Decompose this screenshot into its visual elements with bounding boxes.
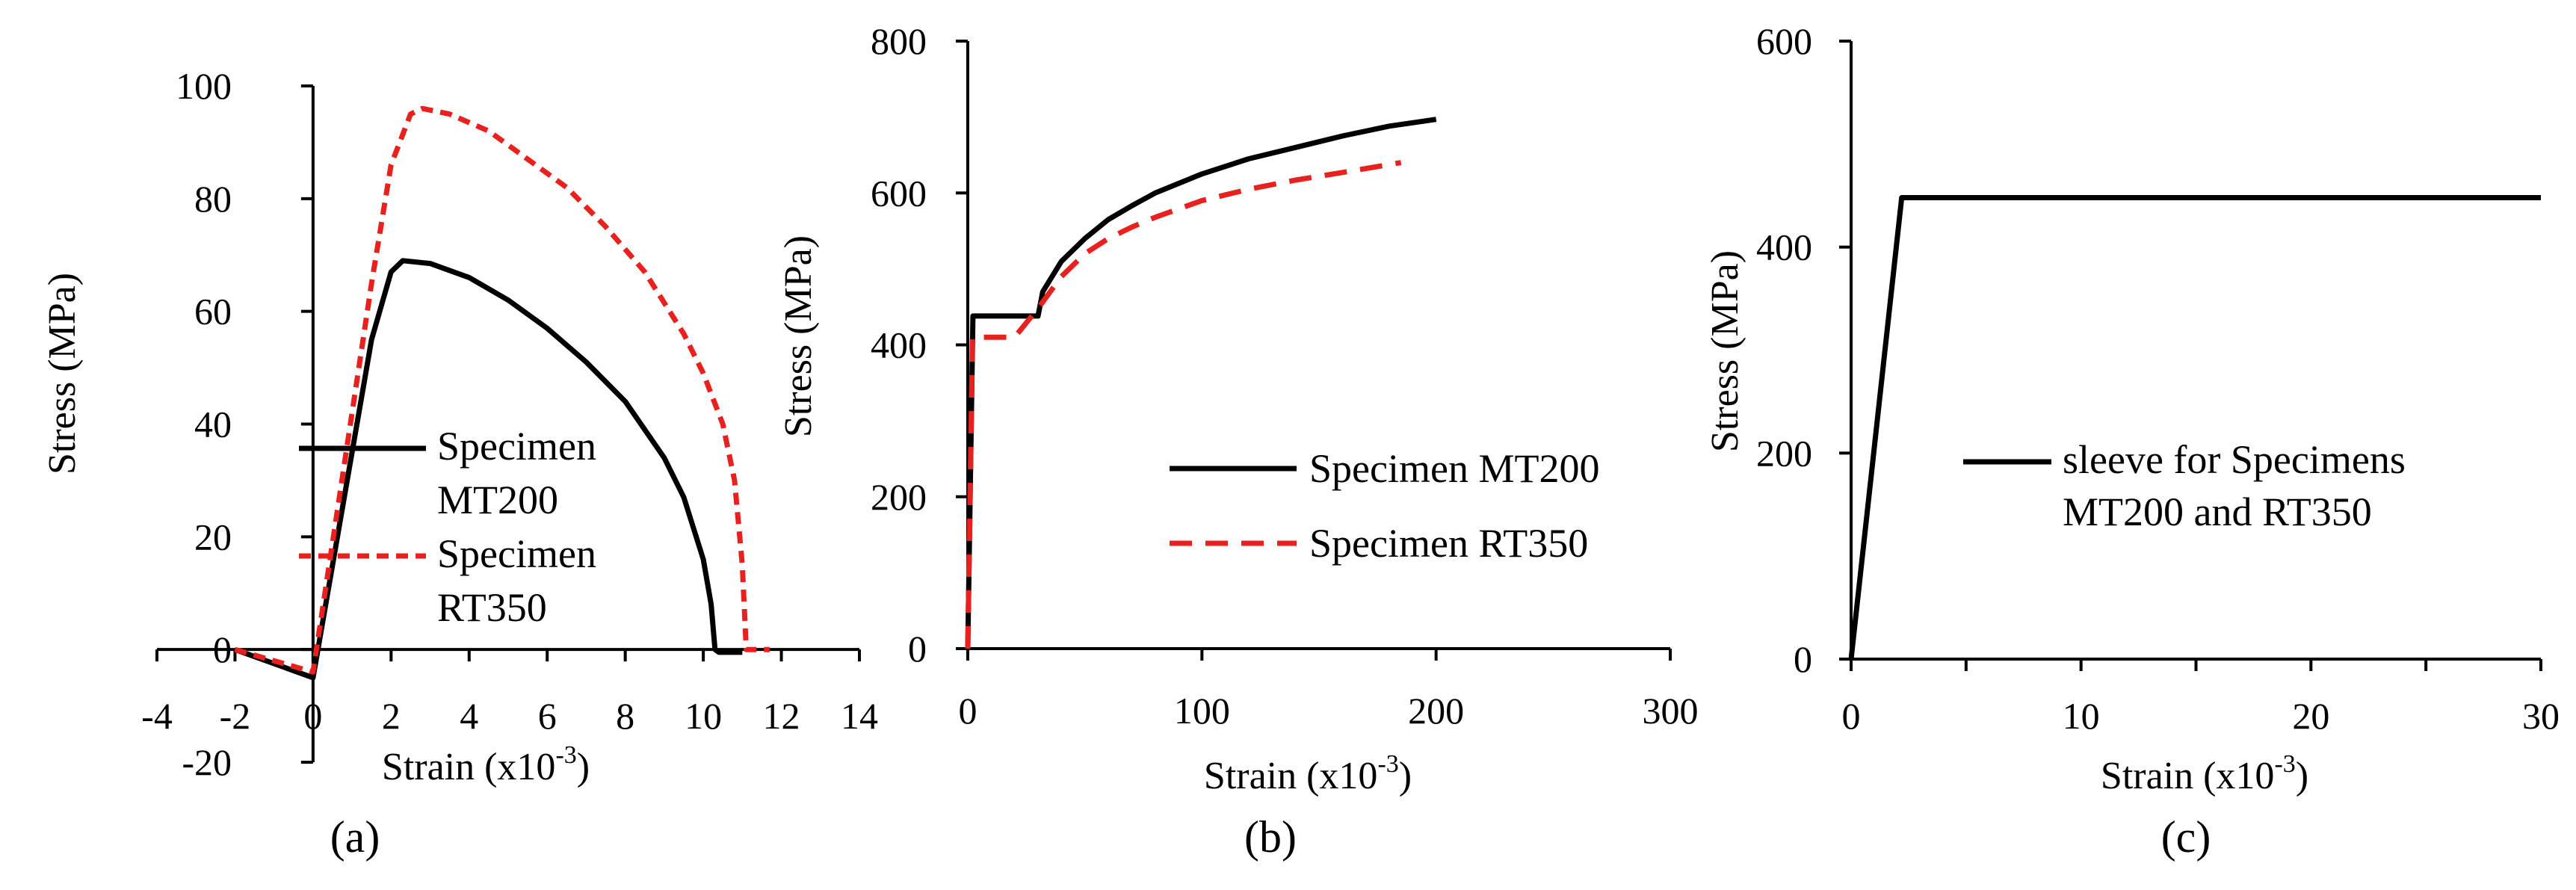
panel-c-chart: 0 10 20 30 0 200 400 600 Stress (MPa) Strain (x10… (1704, 20, 2560, 862)
x-tick-label: 300 (1643, 690, 1699, 732)
y-tick-label: 40 (194, 404, 232, 445)
legend-label: sleeve for Specimens (2063, 437, 2406, 482)
y-axis-label: Stress (MPa) (41, 273, 84, 475)
series-line-1 (965, 117, 1437, 649)
y-tick-label: 400 (871, 324, 927, 366)
legend-label: Specimen RT350 (1309, 521, 1588, 566)
y-tick-label: 100 (176, 65, 232, 107)
legend-label: Specimen (437, 424, 596, 469)
x-axis-label: Strain (x10-3) (382, 741, 590, 788)
x-tick-label: 0 (303, 695, 322, 737)
x-tick-label: 14 (841, 695, 878, 737)
y-axis-label: Stress (MPa) (1704, 250, 1746, 452)
x-tick-label: 12 (763, 695, 800, 737)
x-axis-label-close: ) (2296, 755, 2308, 797)
x-tick-label: 0 (1842, 695, 1861, 737)
x-axis-label-close: ) (577, 746, 590, 788)
x-tick-label: 8 (616, 695, 634, 737)
legend-label: Specimen MT200 (1309, 446, 1599, 491)
legend: sleeve for Specimens MT200 and RT350 (1963, 437, 2406, 534)
y-tick-label: 60 (194, 291, 232, 333)
x-axis-label-exponent: -3 (1377, 750, 1398, 778)
y-tick-label: 0 (908, 628, 927, 670)
series-line-2 (965, 160, 1402, 649)
x-axis-label-exponent: -3 (555, 741, 576, 769)
x-axis-label-close: ) (1399, 755, 1412, 797)
legend: Specimen MT200 Specimen RT350 (1170, 446, 1599, 566)
y-tick-label: 20 (194, 516, 232, 557)
x-tick-label: 100 (1174, 690, 1230, 732)
x-tick-label: 0 (959, 690, 977, 732)
x-axis-label-exponent: -3 (2274, 750, 2295, 778)
series-line-1 (234, 258, 743, 681)
y-tick-label: 800 (871, 20, 927, 62)
y-tick-label: 400 (1756, 226, 1812, 268)
y-tick-label: 200 (1756, 432, 1812, 474)
x-axis-label-main: Strain (x10 (382, 746, 556, 788)
x-tick-label: -2 (220, 695, 251, 737)
x-axis-label: Strain (x10-3) (1204, 750, 1412, 797)
y-tick-label: -20 (182, 741, 232, 783)
x-tick-label: 2 (382, 695, 401, 737)
panel-b-chart: 0 100 200 300 0 200 400 600 800 Stress (MPa) Strai… (777, 20, 1699, 862)
x-tick-label: 10 (685, 695, 722, 737)
legend-label: Specimen (437, 531, 596, 576)
legend-label: MT200 (437, 478, 558, 522)
y-tick-label: 600 (1756, 20, 1812, 62)
y-tick-label: 600 (871, 172, 927, 214)
legend-label: RT350 (437, 585, 547, 630)
x-tick-label: 4 (460, 695, 478, 737)
y-tick-label: 0 (213, 628, 232, 670)
x-axis-label-main: Strain (x10 (1204, 755, 1378, 797)
y-tick-label: 200 (871, 476, 927, 518)
x-tick-label: 6 (538, 695, 557, 737)
panel-label: (b) (1244, 812, 1297, 862)
y-tick-label: 80 (194, 178, 232, 220)
x-tick-label: 200 (1408, 690, 1464, 732)
x-tick-label: 30 (2522, 695, 2560, 737)
x-axis-label-main: Strain (x10 (2101, 755, 2275, 797)
y-axis-label: Stress (MPa) (777, 235, 820, 437)
legend: Specimen MT200 Specimen RT350 (299, 424, 596, 630)
panel-label: (c) (2161, 812, 2211, 862)
x-tick-label: 20 (2292, 695, 2329, 737)
series-line-1 (1848, 195, 2541, 660)
x-tick-label: -4 (141, 695, 173, 737)
x-tick-label: 10 (2063, 695, 2100, 737)
y-tick-label: 0 (1794, 638, 1812, 680)
legend-label: MT200 and RT350 (2063, 489, 2372, 534)
x-axis-label: Strain (x10-3) (2101, 750, 2308, 797)
series-line-2 (234, 105, 770, 675)
panel-label: (a) (330, 812, 380, 862)
